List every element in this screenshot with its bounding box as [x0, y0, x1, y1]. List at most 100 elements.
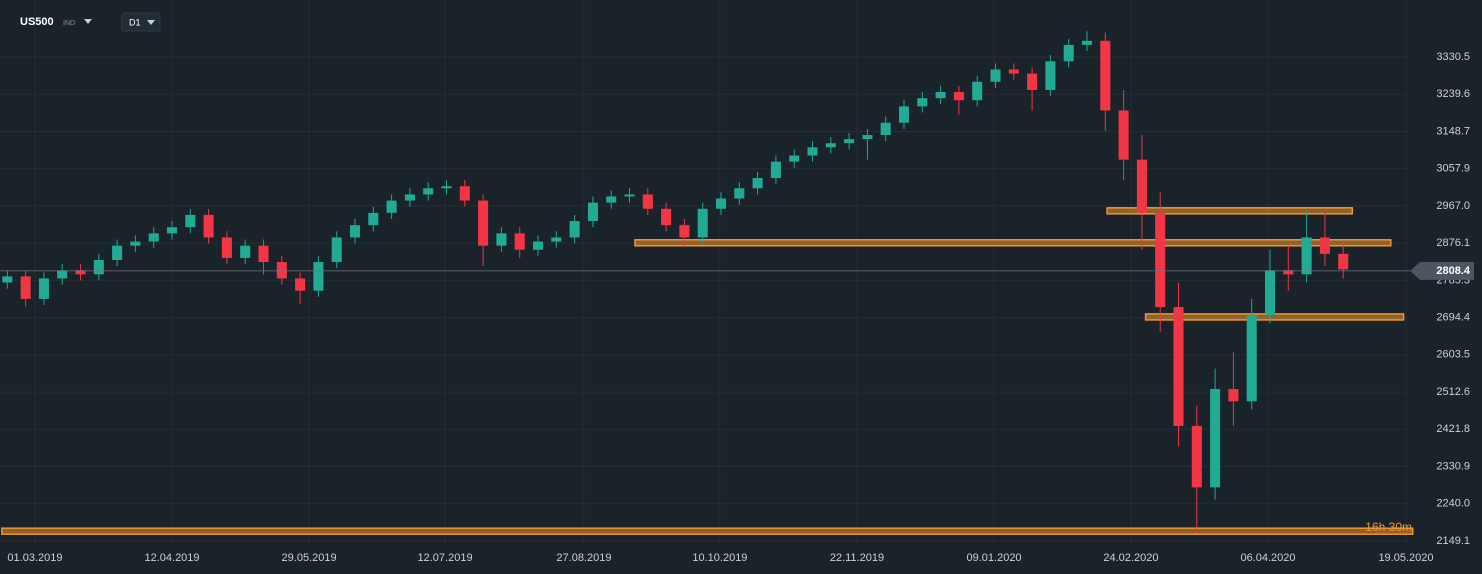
candle-body: [624, 194, 635, 197]
candle-body: [697, 208, 708, 238]
candle-body: [569, 221, 580, 238]
candle-body: [789, 155, 800, 162]
candle-body: [1008, 69, 1019, 74]
timeframe[interactable]: D1: [129, 17, 141, 27]
y-tick-label: 2512.6: [1436, 386, 1470, 398]
candle-body: [1301, 237, 1312, 275]
x-tick-label: 24.02.2020: [1103, 552, 1158, 564]
candle-body: [331, 237, 342, 263]
timeframe-box[interactable]: [121, 12, 161, 32]
grid: [0, 0, 1410, 545]
x-tick-label: 22.11.2019: [830, 552, 884, 564]
candle-body: [478, 200, 489, 246]
candle-body: [38, 278, 49, 299]
candle-body: [1136, 159, 1147, 213]
candle-body: [898, 106, 910, 123]
candle-body: [917, 98, 928, 107]
candle-body: [1045, 61, 1056, 90]
y-tick-label: 2967.0: [1436, 200, 1470, 212]
symbol[interactable]: US500: [20, 16, 54, 28]
candle-body: [258, 245, 269, 263]
candle-body: [1173, 307, 1184, 426]
y-tick-label: 3330.5: [1436, 51, 1470, 63]
candle-body: [587, 202, 598, 222]
candle-body: [2, 276, 13, 283]
candle-body: [75, 270, 86, 275]
levels: [1, 207, 1414, 535]
dropdown-arrow[interactable]: [84, 19, 92, 24]
candle-body: [715, 198, 727, 209]
x-tick-label: 06.04.2020: [1240, 552, 1295, 564]
last-price-box: [1410, 261, 1474, 280]
candle-body: [203, 214, 214, 238]
candle-body: [642, 194, 653, 209]
candle-body: [130, 241, 141, 246]
candle-body: [423, 188, 434, 195]
x-tick-label: 10.10.2019: [692, 552, 747, 564]
candle-body: [386, 200, 397, 213]
candle-body: [514, 233, 525, 250]
toolbar[interactable]: US500 IND D1: [20, 12, 161, 32]
y-tick-label: 2149.1: [1436, 535, 1470, 547]
candle-body: [880, 122, 891, 136]
y-tick-label: 2876.1: [1436, 237, 1470, 249]
candle-body: [295, 278, 306, 291]
y-tick-label: 3057.9: [1436, 163, 1470, 175]
candle-body: [148, 233, 159, 242]
candle-body: [1319, 237, 1330, 254]
candle-body: [57, 270, 68, 279]
x-tick-label: 01.03.2019: [7, 552, 62, 564]
candle-body: [1191, 425, 1202, 488]
candle-body: [1155, 212, 1166, 308]
y-tick-label: 2603.5: [1436, 349, 1470, 361]
candle-body: [862, 135, 873, 140]
candle-body: [551, 237, 562, 242]
candle-body: [752, 178, 763, 189]
candle-body: [953, 92, 964, 101]
x-tick-label: 12.07.2019: [418, 552, 473, 564]
candle-body: [221, 237, 232, 258]
candle-body: [1063, 44, 1074, 62]
support-resistance-zone: [634, 239, 1392, 247]
candle-body: [606, 196, 617, 203]
y-tick-label: 2421.8: [1436, 423, 1470, 435]
candle-body: [112, 245, 123, 260]
candle-body: [166, 227, 178, 234]
candle-body: [313, 262, 324, 291]
candle-body: [990, 69, 1001, 82]
x-tick-label: 12.04.2019: [144, 552, 199, 564]
countdown: 16h 30m: [1365, 520, 1412, 534]
x-tick-label: 09.01.2020: [967, 552, 1022, 564]
candle-body: [825, 143, 836, 148]
y-tick-label: 2694.4: [1436, 311, 1470, 323]
candle-body: [20, 276, 31, 299]
candle-body: [679, 225, 690, 238]
candle-body: [734, 188, 745, 199]
candle-body: [441, 186, 452, 189]
x-tick-label: 29.05.2019: [282, 552, 337, 564]
candle-body: [93, 259, 104, 275]
support-resistance-zone: [1106, 207, 1354, 215]
candle-body: [807, 147, 818, 156]
candle-body: [240, 245, 251, 258]
candle-body: [1246, 315, 1257, 402]
candle-body: [661, 208, 672, 226]
candle-body: [404, 194, 415, 201]
y-tick-label: 2240.0: [1436, 498, 1470, 510]
x-tick-label: 19.05.2020: [1378, 552, 1433, 564]
candle-body: [496, 233, 507, 246]
candle-body: [276, 262, 287, 279]
candle-body: [1338, 253, 1349, 270]
market: IND: [63, 20, 75, 27]
candles: [2, 31, 1349, 531]
candle-body: [368, 212, 379, 226]
candle-body: [972, 81, 983, 101]
candle-body: [349, 225, 361, 238]
candle-body: [1228, 389, 1239, 402]
dropdown-arrow[interactable]: [147, 20, 155, 25]
candle-body: [1283, 270, 1294, 275]
candle-body: [935, 92, 946, 99]
x-tick-label: 27.08.2019: [556, 552, 611, 564]
